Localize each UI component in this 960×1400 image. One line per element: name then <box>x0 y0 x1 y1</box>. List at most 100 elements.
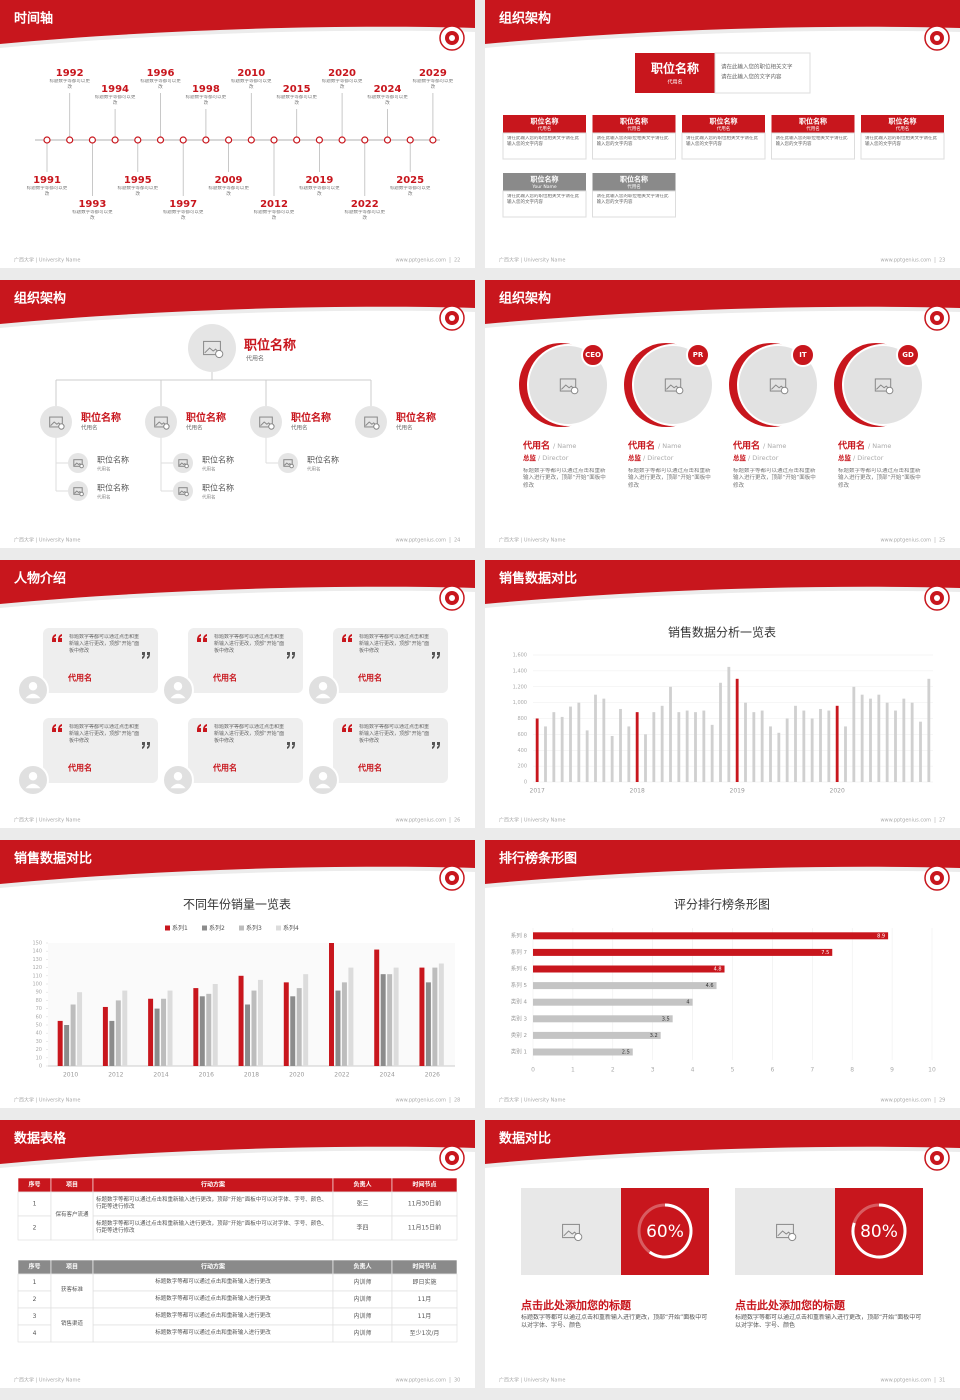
y-tick-label: 140 <box>32 949 42 955</box>
bar <box>769 726 772 782</box>
y-tick-label: 20 <box>36 1047 42 1053</box>
badge <box>581 343 605 367</box>
card-body <box>771 132 855 160</box>
quote-mark <box>52 634 62 642</box>
child-title: 职位名称 <box>307 455 339 465</box>
event-year: 2029 <box>419 68 447 79</box>
image-icon-mountain <box>155 421 167 426</box>
page-number: 31 <box>939 1378 945 1384</box>
x-tick-label: 6 <box>770 1067 774 1074</box>
avatar-body <box>315 693 331 699</box>
quote-mark-end <box>287 742 295 749</box>
body-text: 标题数字等都可以通过点击和重新输入进行更改，顶部“开始”面板中修改 <box>523 468 606 489</box>
node-sub: 代用名 <box>186 424 203 432</box>
bar <box>438 963 444 1066</box>
bar <box>785 718 789 782</box>
image-icon <box>49 416 63 428</box>
text-box: 标题数字等都可以更改 <box>367 95 408 106</box>
quote-name: 代用名 <box>357 673 382 683</box>
event-year: 2019 <box>305 175 333 186</box>
image-icon <box>559 378 577 392</box>
event-year: 2010 <box>237 68 265 79</box>
bar <box>894 710 897 782</box>
image-icon-mountain <box>876 384 890 390</box>
timeline-dot <box>88 136 97 144</box>
image-icon-mountain <box>777 1230 793 1237</box>
text-box: 标题数字等都可以通过点击和重新输入进行更改，顶部“开始”面板中可以对字体、字号、… <box>521 1314 708 1330</box>
text-box: 请在此输入您的职位相关文字请在此输入您的文字内容 <box>776 136 848 147</box>
avatar-head <box>173 682 183 691</box>
bar <box>167 990 173 1066</box>
bar <box>652 712 656 782</box>
page-number: 26 <box>454 818 460 824</box>
text-box: 标题数字等都可以通过点击和重新输入进行更改 <box>155 1330 271 1336</box>
x-tick-label: 2016 <box>199 1072 214 1079</box>
text-box: 标题数字等都可以通过点击和重新输入进行更改，顶部“开始”面板中可以对字体、字号、… <box>735 1314 921 1329</box>
footer-site: www.pptgenius.com <box>880 818 931 824</box>
image-icon <box>203 340 221 356</box>
header-band <box>485 560 960 604</box>
bar <box>199 996 205 1066</box>
person-role-en: / Director <box>853 454 884 462</box>
page-number: 29 <box>939 1098 945 1104</box>
y-tick-label: 0 <box>524 780 527 786</box>
header-text: 时间节点 <box>412 1181 436 1189</box>
image-icon <box>73 459 83 467</box>
body-text: 标题数字等都可以通过点击和重新输入进行更改，顶部“开始”面板中可以对字体、字号、… <box>521 1314 708 1330</box>
bar <box>348 967 354 1066</box>
bar <box>393 967 399 1066</box>
card-header <box>861 115 944 133</box>
legend-label: 系列2 <box>209 924 225 932</box>
bar <box>533 1015 673 1023</box>
avatar-head <box>28 772 38 781</box>
badge <box>791 343 815 367</box>
event-text: 标题数字等都可以更改 <box>26 186 68 198</box>
avatar-body <box>25 693 41 699</box>
legend-swatch <box>276 925 281 931</box>
image-icon <box>776 1223 794 1239</box>
event-text: 标题数字等都可以更改 <box>185 95 227 107</box>
text-box: 标题数字等都可以更改 <box>26 186 68 198</box>
avatar-head <box>318 682 328 691</box>
cell <box>17 1215 52 1241</box>
event-year: 1991 <box>33 175 61 186</box>
cell-text: 2 <box>33 1296 37 1303</box>
footer-left: 广西大学 | University Name <box>499 817 565 824</box>
child-title: 职位名称 <box>202 455 234 465</box>
bar <box>719 682 722 782</box>
top-box <box>635 53 715 93</box>
x-tick-label: 4 <box>691 1067 695 1074</box>
page-number: 25 <box>939 538 945 544</box>
bar <box>380 974 386 1066</box>
header-shade <box>0 1146 475 1168</box>
event-year: 2009 <box>215 175 243 186</box>
bar <box>102 1006 108 1066</box>
cell-text: 1 <box>33 1279 37 1286</box>
quote-card <box>43 718 158 783</box>
event-year: 1996 <box>147 68 175 79</box>
text-box: 标题数字等都可以通过点击和重新输入进行更改，顶部“开始”面板中修改 <box>69 634 139 654</box>
bar <box>860 694 864 782</box>
image-icon-mountain <box>50 421 62 426</box>
slide-title: 组织架构 <box>499 11 551 27</box>
bar <box>425 982 431 1066</box>
text-box: 标题数字等都可以更改 <box>118 186 159 197</box>
cell-text: 李四 <box>356 1224 368 1232</box>
bar <box>374 949 380 1066</box>
x-tick-label: 2014 <box>153 1072 168 1079</box>
bar <box>927 678 931 782</box>
child-sub: 代用名 <box>202 466 216 473</box>
x-tick-label: 9 <box>890 1067 894 1074</box>
cell-text: 获客标准 <box>60 1287 83 1294</box>
text-box: 标题数字等都可以通过点击和重新输入进行更改 <box>155 1313 271 1319</box>
header-band <box>0 280 475 324</box>
text-box: 标题数字等都可以更改 <box>390 186 431 197</box>
y-tick-label: 70 <box>36 1006 42 1012</box>
bar <box>610 735 614 782</box>
card-header <box>682 115 765 133</box>
page-number: 24 <box>454 538 460 544</box>
cell <box>391 1324 458 1343</box>
quote-card <box>188 628 303 693</box>
event-year: 2012 <box>260 199 288 210</box>
